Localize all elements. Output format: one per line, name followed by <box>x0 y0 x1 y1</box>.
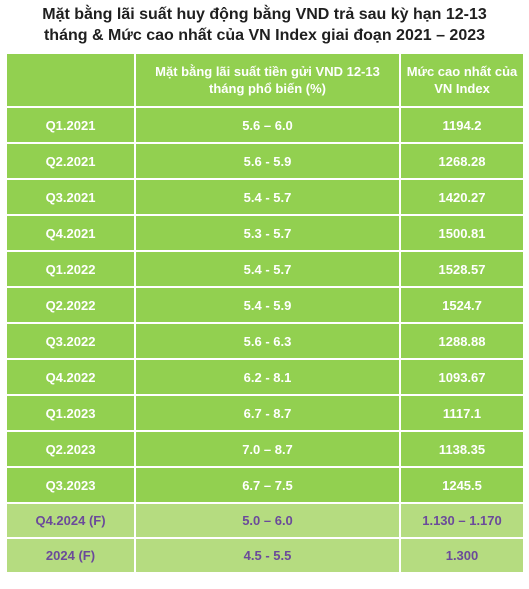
cell-period: 2024 (F) <box>7 539 136 574</box>
cell-period: Q3.2022 <box>7 324 136 360</box>
table-row-forecast: 2024 (F) 4.5 - 5.5 1.300 <box>7 539 523 574</box>
cell-vn-index-max: 1288.88 <box>401 324 523 360</box>
cell-period: Q3.2021 <box>7 180 136 216</box>
cell-deposit-rate: 4.5 - 5.5 <box>136 539 401 574</box>
cell-vn-index-max: 1500.81 <box>401 216 523 252</box>
cell-period: Q4.2022 <box>7 360 136 396</box>
table-row-forecast: Q4.2024 (F) 5.0 – 6.0 1.130 – 1.170 <box>7 504 523 539</box>
cell-deposit-rate: 5.4 - 5.7 <box>136 252 401 288</box>
cell-deposit-rate: 5.4 - 5.9 <box>136 288 401 324</box>
cell-period: Q2.2021 <box>7 144 136 180</box>
cell-vn-index-max: 1268.28 <box>401 144 523 180</box>
cell-vn-index-max: 1138.35 <box>401 432 523 468</box>
cell-vn-index-max: 1245.5 <box>401 468 523 504</box>
cell-period: Q1.2022 <box>7 252 136 288</box>
cell-period: Q4.2024 (F) <box>7 504 136 539</box>
table-row: Q3.2021 5.4 - 5.7 1420.27 <box>7 180 523 216</box>
table-row: Q1.2023 6.7 - 8.7 1117.1 <box>7 396 523 432</box>
cell-vn-index-max: 1194.2 <box>401 108 523 144</box>
page-title: Mặt bằng lãi suất huy động bằng VND trả … <box>0 0 529 46</box>
cell-period: Q4.2021 <box>7 216 136 252</box>
cell-period: Q2.2023 <box>7 432 136 468</box>
header-period <box>7 54 136 108</box>
interest-rate-table-container: Mặt bằng lãi suất tiền gửi VND 12-13 thá… <box>7 54 523 574</box>
cell-period: Q1.2021 <box>7 108 136 144</box>
cell-period: Q1.2023 <box>7 396 136 432</box>
table-row: Q3.2023 6.7 – 7.5 1245.5 <box>7 468 523 504</box>
header-vn-index-max: Mức cao nhất của VN Index <box>401 54 523 108</box>
cell-vn-index-max: 1524.7 <box>401 288 523 324</box>
cell-deposit-rate: 5.6 - 6.3 <box>136 324 401 360</box>
cell-vn-index-max: 1.300 <box>401 539 523 574</box>
interest-rate-table: Mặt bằng lãi suất tiền gửi VND 12-13 thá… <box>7 54 523 574</box>
cell-deposit-rate: 6.2 - 8.1 <box>136 360 401 396</box>
table-row: Q2.2023 7.0 – 8.7 1138.35 <box>7 432 523 468</box>
title-line-2: tháng & Mức cao nhất của VN Index giai đ… <box>43 27 486 44</box>
table-row: Q1.2021 5.6 – 6.0 1194.2 <box>7 108 523 144</box>
cell-period: Q3.2023 <box>7 468 136 504</box>
cell-deposit-rate: 5.0 – 6.0 <box>136 504 401 539</box>
cell-deposit-rate: 5.6 - 5.9 <box>136 144 401 180</box>
cell-vn-index-max: 1117.1 <box>401 396 523 432</box>
cell-period: Q2.2022 <box>7 288 136 324</box>
table-row: Q4.2021 5.3 - 5.7 1500.81 <box>7 216 523 252</box>
table-row: Q2.2022 5.4 - 5.9 1524.7 <box>7 288 523 324</box>
table-header-row: Mặt bằng lãi suất tiền gửi VND 12-13 thá… <box>7 54 523 108</box>
header-deposit-rate: Mặt bằng lãi suất tiền gửi VND 12-13 thá… <box>136 54 401 108</box>
title-line-1: Mặt bằng lãi suất huy động bằng VND trả … <box>42 6 487 23</box>
cell-vn-index-max: 1.130 – 1.170 <box>401 504 523 539</box>
table-row: Q3.2022 5.6 - 6.3 1288.88 <box>7 324 523 360</box>
cell-vn-index-max: 1420.27 <box>401 180 523 216</box>
cell-vn-index-max: 1093.67 <box>401 360 523 396</box>
cell-deposit-rate: 7.0 – 8.7 <box>136 432 401 468</box>
table-row: Q2.2021 5.6 - 5.9 1268.28 <box>7 144 523 180</box>
cell-deposit-rate: 5.6 – 6.0 <box>136 108 401 144</box>
cell-deposit-rate: 5.4 - 5.7 <box>136 180 401 216</box>
cell-vn-index-max: 1528.57 <box>401 252 523 288</box>
table-row: Q4.2022 6.2 - 8.1 1093.67 <box>7 360 523 396</box>
cell-deposit-rate: 6.7 - 8.7 <box>136 396 401 432</box>
table-row: Q1.2022 5.4 - 5.7 1528.57 <box>7 252 523 288</box>
cell-deposit-rate: 6.7 – 7.5 <box>136 468 401 504</box>
cell-deposit-rate: 5.3 - 5.7 <box>136 216 401 252</box>
